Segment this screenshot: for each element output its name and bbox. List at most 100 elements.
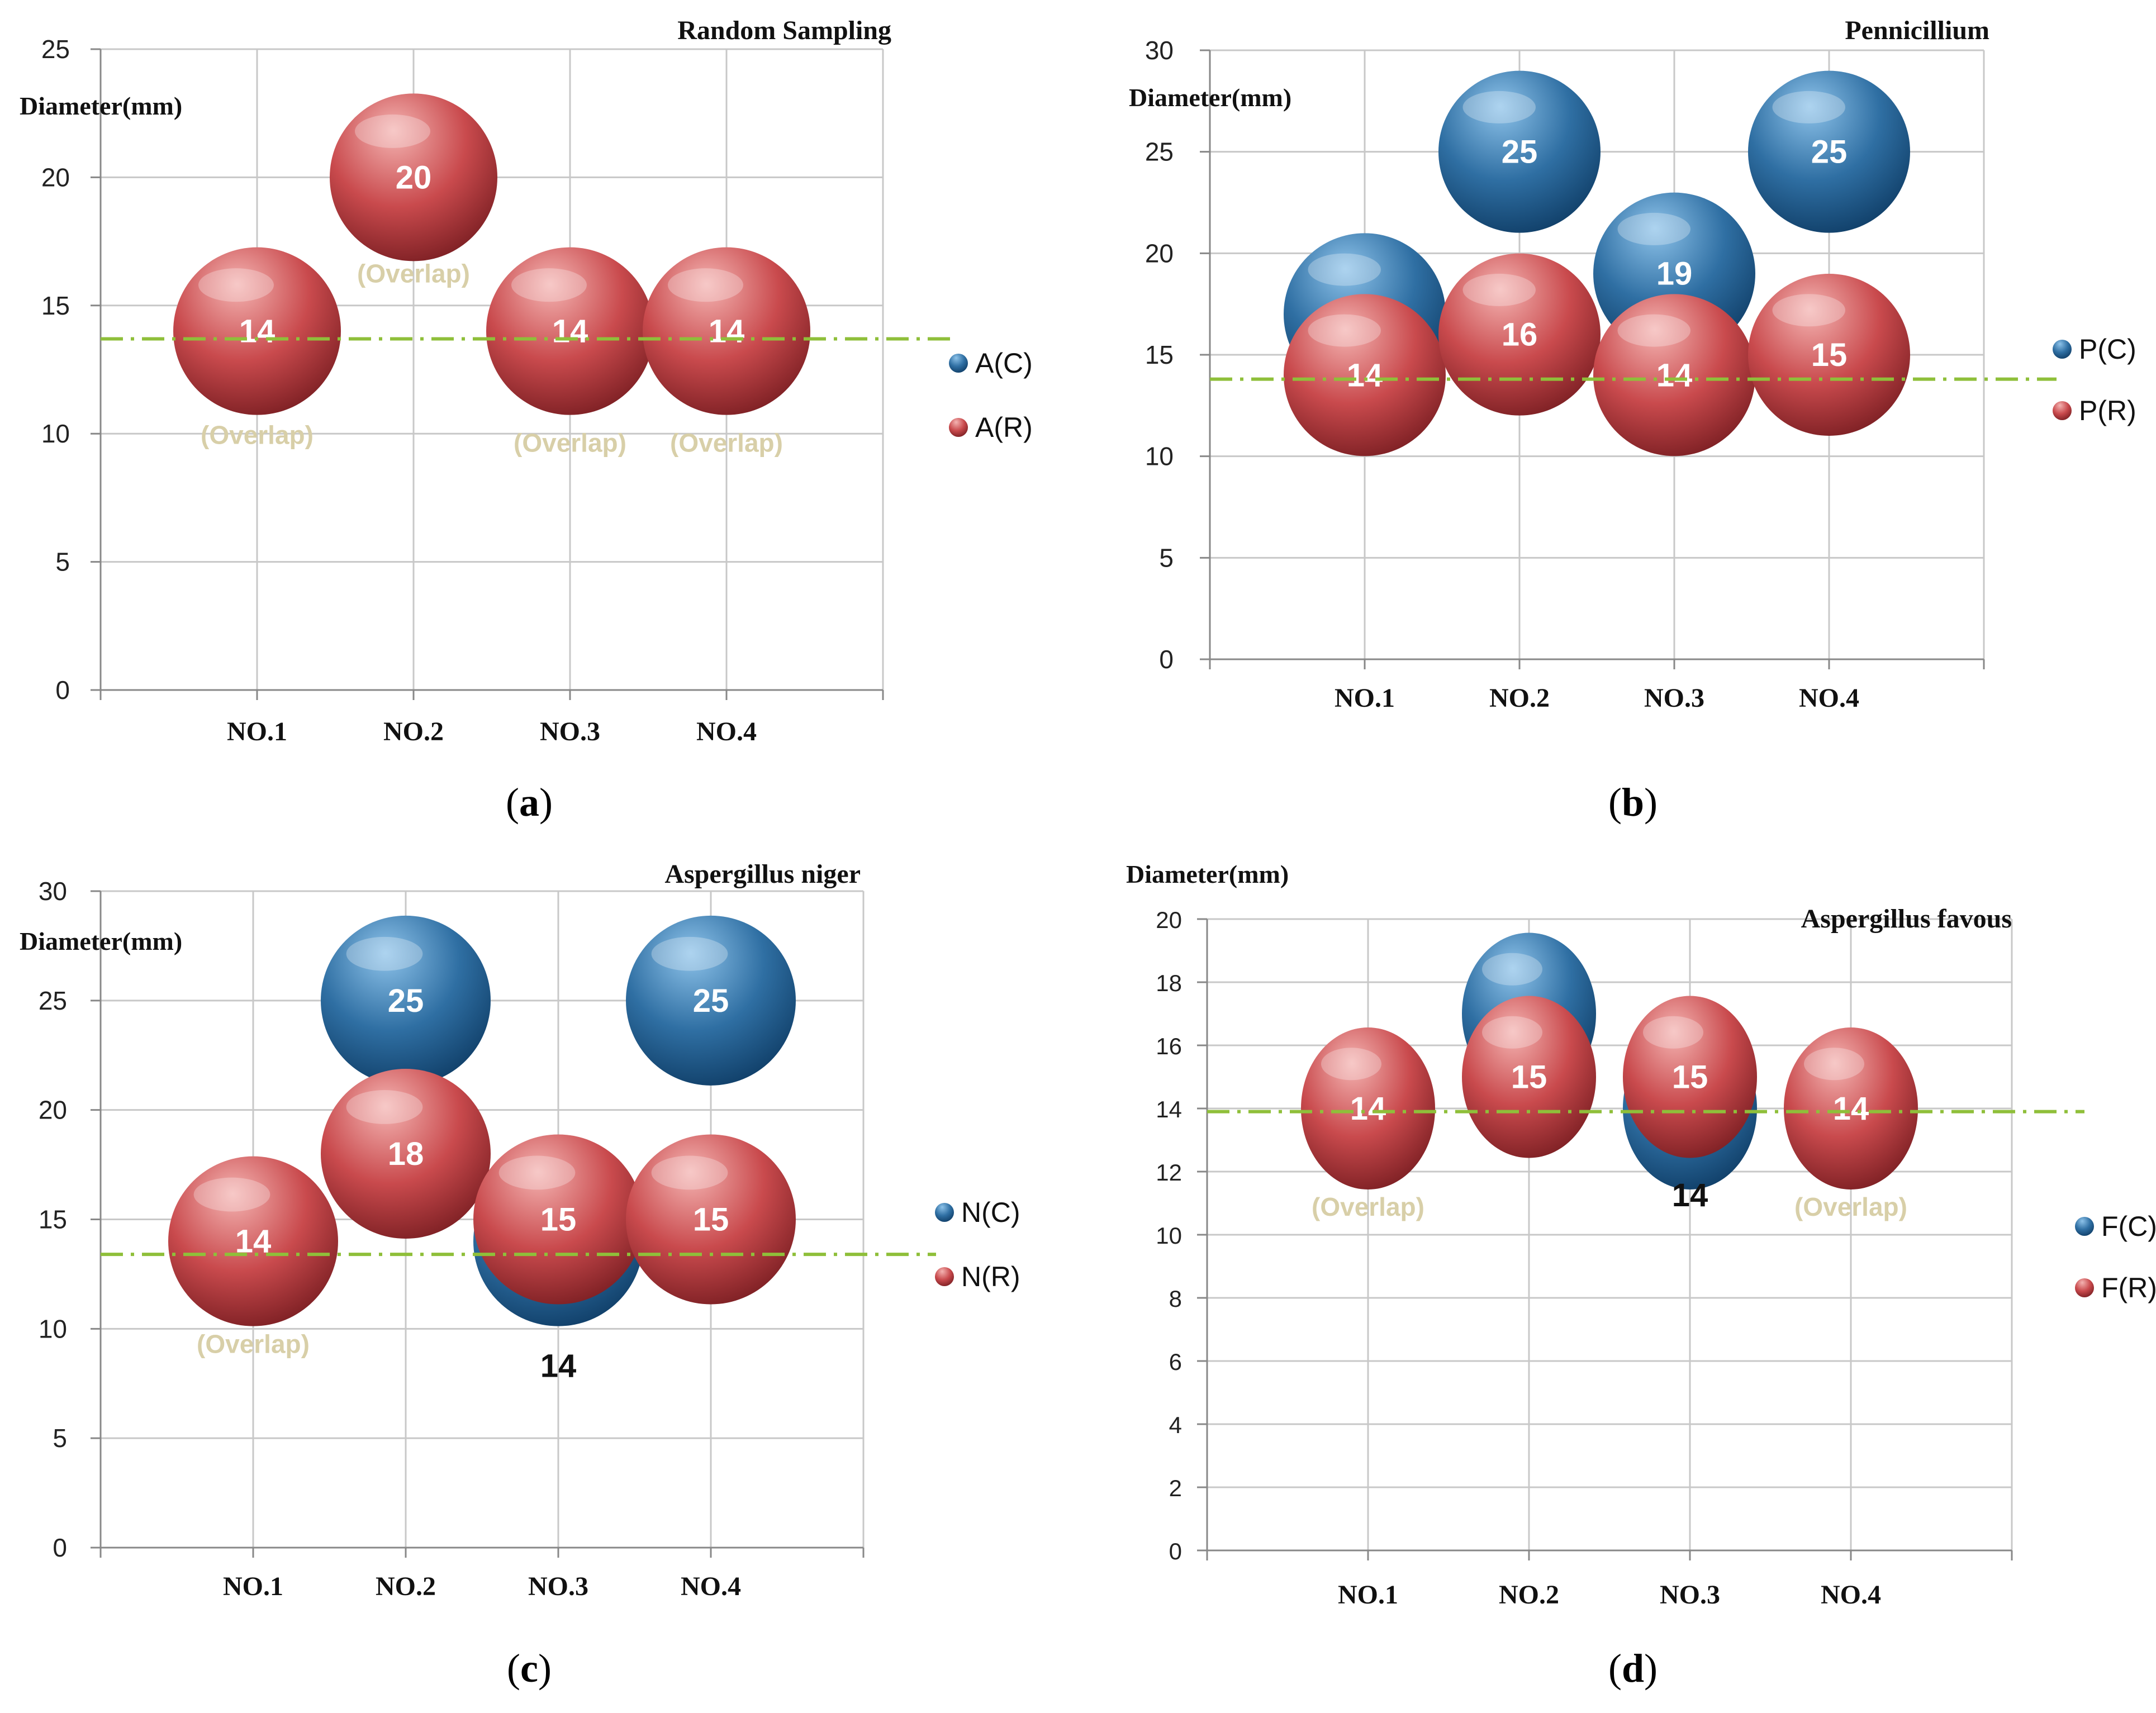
- bubble-value-label: 14: [1350, 1091, 1386, 1127]
- y-tick-label: 2: [1169, 1475, 1182, 1501]
- bubble-value-label: 14: [709, 313, 745, 350]
- bubble-red-N(R): [473, 1134, 643, 1305]
- legend-label: F(C): [2101, 1211, 2156, 1242]
- annotation-overlap: (Overlap): [201, 421, 314, 450]
- bubble-highlight: [1772, 91, 1845, 123]
- chart-title: Aspergillus niger: [664, 859, 861, 889]
- bubble-highlight: [346, 936, 423, 971]
- y-tick-label: 10: [41, 419, 70, 448]
- bubble-value-label: 15: [1672, 1059, 1708, 1096]
- y-tick-label: 15: [41, 291, 70, 320]
- bubble-red-A(R): [173, 247, 341, 415]
- x-category-label: NO.2: [383, 717, 444, 746]
- x-category-label: NO.1: [1335, 683, 1395, 713]
- y-tick-label: 12: [1156, 1159, 1182, 1186]
- y-tick-label: 25: [39, 986, 67, 1015]
- bubble-highlight: [1643, 1016, 1703, 1049]
- bubble-red-F(R): [1784, 1027, 1918, 1189]
- bubble-red-P(R): [1438, 253, 1601, 416]
- x-category-label: NO.3: [528, 1572, 588, 1601]
- bubble-highlight: [193, 1177, 270, 1212]
- bubble-highlight: [651, 1155, 728, 1190]
- legend-marker: [2053, 340, 2072, 359]
- y-tick-label: 5: [53, 1424, 67, 1453]
- x-category-label: NO.2: [376, 1572, 436, 1601]
- y-tick-label: 0: [1169, 1538, 1182, 1564]
- bubble-value-label: 15: [693, 1202, 729, 1238]
- y-tick-label: 20: [39, 1096, 67, 1125]
- x-category-label: NO.4: [681, 1572, 741, 1601]
- y-tick-label: 20: [1156, 907, 1182, 933]
- legend-marker: [2075, 1217, 2094, 1236]
- x-category-label: NO.2: [1489, 683, 1550, 713]
- bubble-red-F(R): [1301, 1027, 1435, 1189]
- bubble-highlight: [1482, 1016, 1542, 1049]
- legend-marker: [2053, 401, 2072, 420]
- bubble-value-label: 19: [1656, 256, 1693, 292]
- bubble-value-label: 15: [540, 1202, 577, 1238]
- y-tick-label: 8: [1169, 1286, 1182, 1312]
- bubble-value-label: 25: [1811, 134, 1848, 170]
- chart-svg-b: 0 5 10 15 20 25 30 NO.1 NO.2 NO.3 NO.4 Pennicillium…: [1129, 16, 2136, 713]
- y-axis-label: Diameter(mm): [20, 92, 182, 120]
- bubble-red-F(R): [1462, 996, 1596, 1158]
- bubble-highlight: [346, 1090, 423, 1124]
- legend-label: F(R): [2101, 1272, 2156, 1303]
- bubble-value-label: 16: [1502, 317, 1538, 353]
- bubble-highlight: [498, 1155, 576, 1190]
- bubble-value-label: 15: [1811, 337, 1848, 373]
- y-tick-label: 0: [53, 1533, 67, 1562]
- chart-title: Aspergillus favous: [1801, 904, 2012, 934]
- x-category-label: NO.1: [1338, 1580, 1398, 1610]
- bubble-red-P(R): [1593, 294, 1755, 456]
- legend-label: A(R): [975, 412, 1033, 443]
- x-category-label: NO.4: [696, 717, 757, 746]
- bubble-red-A(R): [486, 247, 654, 415]
- annotation-overlap: (Overlap): [514, 428, 626, 457]
- legend-label: P(R): [2079, 395, 2136, 426]
- x-category-label: NO.1: [223, 1572, 283, 1601]
- bubble-highlight: [651, 936, 728, 971]
- bubble-control-P(C): [1748, 70, 1910, 233]
- chart-title: Random Sampling: [677, 16, 891, 45]
- y-tick-label: 0: [1159, 645, 1174, 674]
- chart-panel-d: 0 2 4 6 8 10 12 14 16 18 20 NO.1 NO.2 NO.3 NO.4 Aspergi…: [1112, 844, 2156, 1637]
- caption-a: (a): [506, 780, 553, 825]
- caption-b: (b): [1608, 780, 1658, 825]
- x-category-label: NO.4: [1821, 1580, 1881, 1610]
- y-tick-label: 10: [1156, 1222, 1182, 1249]
- bubble-highlight: [1462, 273, 1536, 306]
- y-axis-label: Diameter(mm): [1126, 860, 1289, 888]
- legend-label: P(C): [2079, 334, 2136, 365]
- bubble-highlight: [1321, 1048, 1381, 1081]
- chart-svg-a: 0 5 10 15 20 25 NO.1 NO.2 NO.3 NO.4 Random Samplin…: [20, 16, 1033, 746]
- caption-c: (c): [507, 1646, 552, 1691]
- x-category-label: NO.4: [1799, 683, 1859, 713]
- legend-label: N(C): [961, 1197, 1020, 1228]
- chart-panel-a: 0 5 10 15 20 25 NO.1 NO.2 NO.3 NO.4 Random Samplin…: [0, 0, 1078, 771]
- y-tick-label: 25: [41, 35, 70, 64]
- y-tick-label: 16: [1156, 1033, 1182, 1059]
- bubble-highlight: [1804, 1048, 1864, 1081]
- annotation-overlap: (Overlap): [197, 1329, 310, 1358]
- bubble-red-N(R): [626, 1134, 796, 1305]
- bubble-highlight: [1308, 253, 1381, 286]
- chart-title: Pennicillium: [1845, 16, 1989, 45]
- bubble-red-P(R): [1748, 274, 1910, 436]
- legend-marker: [949, 418, 968, 437]
- bubble-red-A(R): [643, 247, 810, 415]
- bubble-red-F(R): [1623, 996, 1757, 1158]
- annotation-overlap: (Overlap): [1794, 1192, 1907, 1221]
- bubble-value-label: 25: [1502, 134, 1538, 170]
- legend-marker: [935, 1267, 954, 1286]
- bubble-value-label: 14: [552, 313, 588, 350]
- bubble-highlight: [1772, 294, 1845, 327]
- annotation-overlap: (Overlap): [1312, 1192, 1424, 1221]
- bubble-red-A(R): [330, 93, 497, 261]
- bubble-highlight: [1482, 953, 1542, 986]
- bubble-highlight: [355, 114, 430, 148]
- bubble-value-label: 20: [396, 159, 432, 196]
- y-tick-label: 5: [55, 548, 70, 577]
- y-tick-label: 25: [1145, 137, 1174, 166]
- bubble-control-P(C): [1438, 70, 1601, 233]
